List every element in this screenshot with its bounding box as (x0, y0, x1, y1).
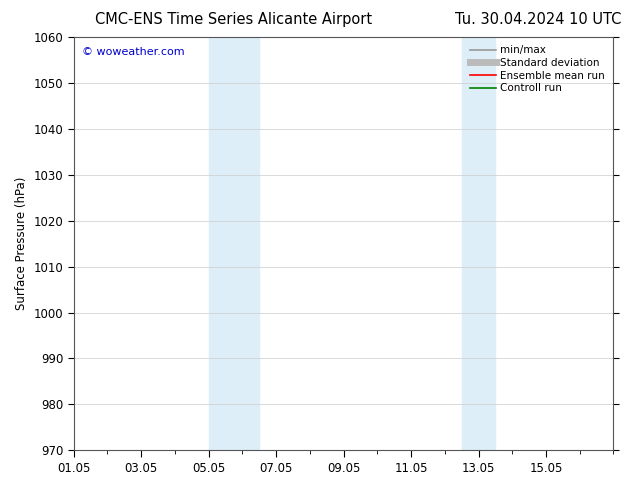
Y-axis label: Surface Pressure (hPa): Surface Pressure (hPa) (15, 177, 28, 310)
Text: © woweather.com: © woweather.com (82, 48, 184, 57)
Legend: min/max, Standard deviation, Ensemble mean run, Controll run: min/max, Standard deviation, Ensemble me… (467, 42, 608, 97)
Text: CMC-ENS Time Series Alicante Airport: CMC-ENS Time Series Alicante Airport (95, 12, 372, 27)
Bar (462, 37, 495, 450)
Text: Tu. 30.04.2024 10 UTC: Tu. 30.04.2024 10 UTC (455, 12, 621, 27)
Bar (209, 37, 259, 450)
